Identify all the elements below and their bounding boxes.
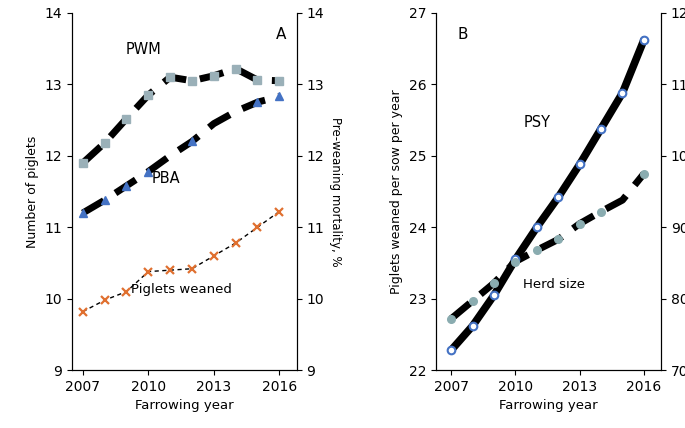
Text: PWM: PWM	[126, 42, 162, 57]
Y-axis label: Number of piglets: Number of piglets	[26, 135, 39, 248]
Text: PSY: PSY	[523, 115, 550, 130]
Text: A: A	[276, 27, 286, 42]
Y-axis label: Pre-weaning mortality, %: Pre-weaning mortality, %	[329, 117, 342, 266]
X-axis label: Farrowing year: Farrowing year	[499, 399, 598, 413]
Text: PBA: PBA	[151, 171, 180, 186]
Text: Herd size: Herd size	[523, 278, 585, 291]
Text: Piglets weaned: Piglets weaned	[131, 283, 232, 296]
X-axis label: Farrowing year: Farrowing year	[135, 399, 234, 413]
Text: B: B	[458, 27, 469, 42]
Y-axis label: Piglets weaned per sow per year: Piglets weaned per sow per year	[390, 89, 403, 294]
